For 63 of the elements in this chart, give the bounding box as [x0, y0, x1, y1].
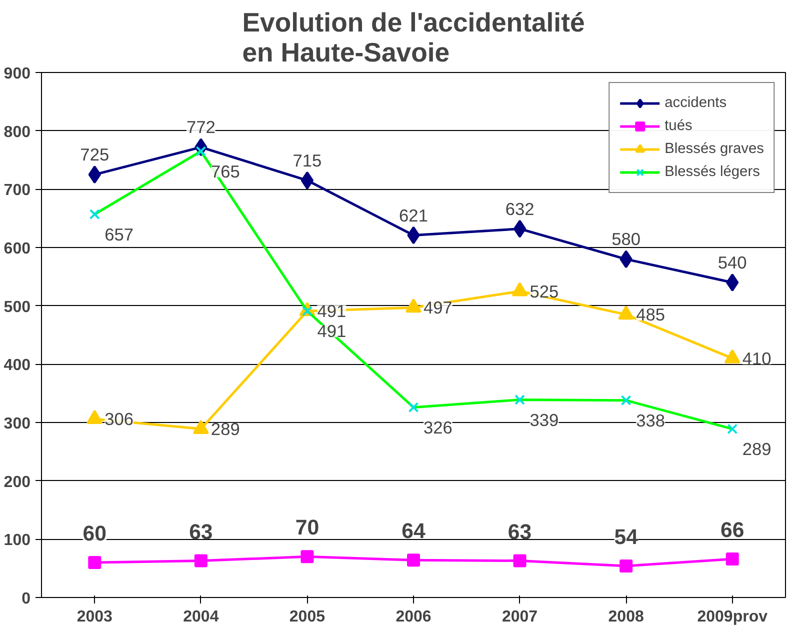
data-label: 326 — [424, 417, 452, 438]
point — [726, 274, 739, 292]
y-tick-label: 500 — [4, 298, 31, 316]
data-label: 63 — [508, 520, 532, 544]
y-tick-label: 0 — [22, 590, 31, 608]
legend-label: accidents — [664, 95, 727, 111]
data-label: 621 — [399, 205, 428, 226]
legend-label: Blessés légers — [664, 164, 760, 180]
data-label: 525 — [530, 281, 559, 302]
y-tick-label: 900 — [4, 66, 31, 82]
data-label: 54 — [614, 525, 638, 549]
data-label: 715 — [292, 150, 322, 170]
data-label: 772 — [186, 117, 216, 138]
y-tick-label: 700 — [4, 182, 31, 200]
data-label: 63 — [189, 520, 213, 544]
point — [513, 554, 526, 568]
data-label: 491 — [317, 321, 346, 342]
data-label: 657 — [104, 224, 134, 244]
data-label: 632 — [505, 198, 534, 219]
x-tick-label: 2005 — [289, 608, 326, 626]
point — [88, 166, 101, 184]
point — [300, 550, 314, 564]
y-tick-label: 800 — [4, 124, 31, 141]
data-label: 70 — [295, 516, 320, 540]
data-label: 339 — [530, 410, 559, 430]
data-label: 725 — [80, 144, 110, 165]
point — [726, 552, 739, 566]
data-label: 66 — [720, 518, 744, 542]
point — [620, 560, 633, 572]
x-tick-label: 2006 — [396, 608, 432, 626]
y-tick-label: 300 — [4, 416, 31, 432]
point — [88, 556, 102, 569]
data-label: 64 — [402, 519, 426, 544]
point — [407, 226, 420, 244]
y-tick-label: 600 — [4, 240, 31, 258]
point — [194, 554, 208, 568]
y-tick-label: 200 — [4, 474, 31, 491]
point — [407, 554, 420, 567]
point — [513, 220, 526, 238]
data-label: 289 — [210, 418, 240, 439]
data-label: 580 — [612, 229, 641, 250]
legend-label: Blessés graves — [664, 141, 764, 157]
data-label: 540 — [718, 252, 747, 272]
x-tick-label: 2008 — [608, 608, 644, 626]
data-label: 485 — [636, 304, 665, 325]
data-label: 338 — [636, 410, 665, 430]
y-tick-label: 400 — [4, 357, 31, 374]
x-tick-label: 2007 — [502, 608, 538, 626]
data-label: 491 — [317, 301, 346, 322]
x-tick-label: 2009prov — [697, 608, 768, 626]
chart-title: Evolution de l'accidentalité en Haute-Savoie — [242, 8, 585, 68]
data-label: 306 — [104, 409, 134, 429]
point — [300, 171, 314, 190]
y-tick-label: 100 — [4, 532, 31, 550]
legend-label: tués — [664, 118, 692, 134]
x-tick-label: 2003 — [76, 608, 113, 626]
point — [620, 250, 632, 268]
data-label: 60 — [82, 522, 107, 546]
data-label: 765 — [210, 161, 240, 182]
x-tick-label: 2004 — [183, 608, 219, 626]
data-label: 497 — [424, 298, 452, 318]
data-label: 410 — [742, 348, 772, 368]
data-label: 289 — [742, 438, 772, 459]
